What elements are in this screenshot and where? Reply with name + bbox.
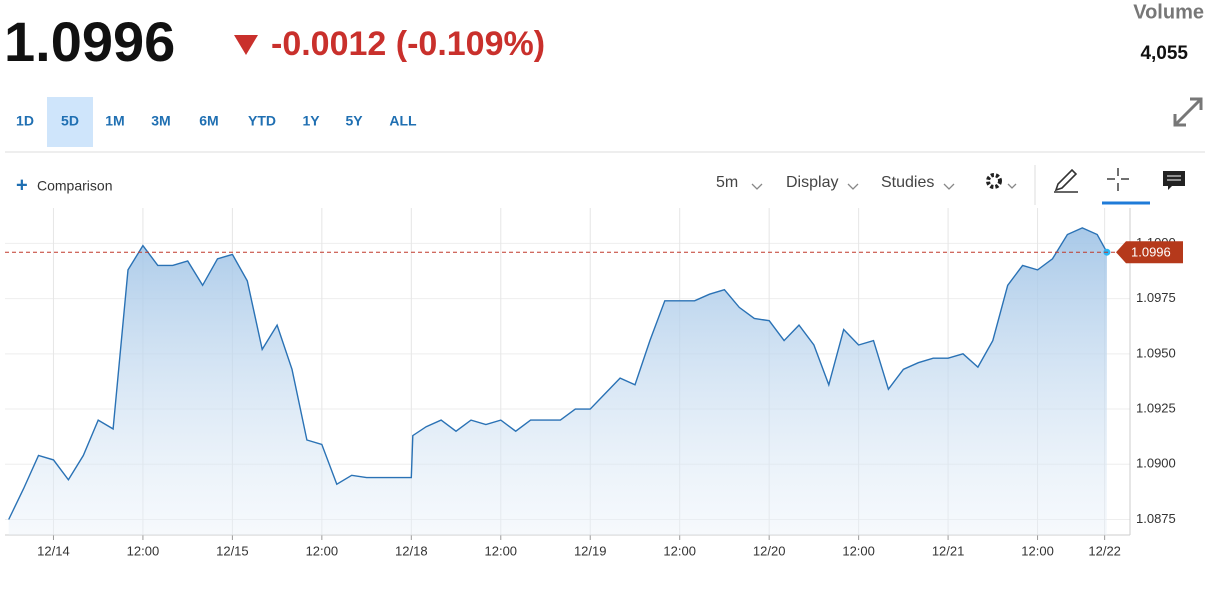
range-button[interactable]: 1M — [105, 113, 124, 129]
x-tick-label: 12:00 — [127, 543, 160, 558]
y-tick-label: 1.0900 — [1136, 456, 1176, 471]
x-tick-label: 12/14 — [37, 543, 70, 558]
active-range-bg — [47, 97, 93, 147]
plus: + — [16, 174, 28, 196]
range-button[interactable]: 1Y — [302, 113, 320, 129]
studies-button[interactable]: Studies — [881, 174, 934, 191]
range-button[interactable]: 3M — [151, 113, 170, 129]
range-button[interactable]: 1D — [16, 113, 34, 129]
x-tick-label: 12:00 — [306, 543, 339, 558]
range-button[interactable]: YTD — [248, 113, 276, 129]
comparison-button[interactable]: Comparison — [37, 178, 112, 194]
range-button[interactable]: ALL — [389, 113, 417, 129]
plot: 1.08751.09001.09251.09501.09751.100012/1… — [5, 208, 1183, 558]
volume-label: Volume — [1133, 1, 1204, 23]
interval-button[interactable]: 5m — [716, 174, 738, 191]
range-button[interactable]: 5D — [61, 113, 79, 129]
crosshair-button[interactable] — [1107, 168, 1129, 191]
draw-button[interactable] — [1054, 168, 1078, 193]
x-tick-label: 12/22 — [1088, 543, 1121, 558]
y-tick-label: 1.0975 — [1136, 290, 1176, 305]
line — [8, 227, 1108, 520]
range-bar: 1D 5D 1M 3M 6M YTD 1Y 5Y ALL — [16, 97, 417, 147]
x-tick-label: 12/15 — [216, 543, 249, 558]
x-tick-label: 12:00 — [663, 543, 696, 558]
x-tick-label: 12/18 — [395, 543, 428, 558]
volume: 4,055 — [1140, 43, 1188, 64]
range-button[interactable]: 5Y — [345, 113, 363, 129]
price-tag-label: 1.0996 — [1131, 245, 1171, 260]
display-button[interactable]: Display — [786, 174, 838, 191]
expand-icon[interactable] — [1173, 97, 1203, 127]
range-button[interactable]: 6M — [199, 113, 218, 129]
price-tag — [1116, 241, 1183, 264]
chevrons — [751, 183, 1017, 190]
x-tick-label: 12:00 — [1021, 543, 1054, 558]
price: 1.0996 — [4, 10, 175, 73]
y-tick-label: 1.0925 — [1136, 400, 1176, 415]
x-tick-label: 12:00 — [842, 543, 875, 558]
x-tick-label: 12/21 — [932, 543, 965, 558]
y-tick-label: 1.0875 — [1136, 511, 1176, 526]
change: -0.0012 (-0.109%) — [271, 25, 545, 63]
area — [8, 227, 1107, 535]
y-tick-label: 1.0950 — [1136, 345, 1176, 360]
x-tick-label: 12/20 — [753, 543, 786, 558]
comment-button[interactable] — [1163, 171, 1185, 190]
down-arrow — [234, 35, 258, 55]
settings-button[interactable] — [986, 173, 1002, 189]
x-tick-label: 12/19 — [574, 543, 607, 558]
x-tick-label: 12:00 — [485, 543, 518, 558]
